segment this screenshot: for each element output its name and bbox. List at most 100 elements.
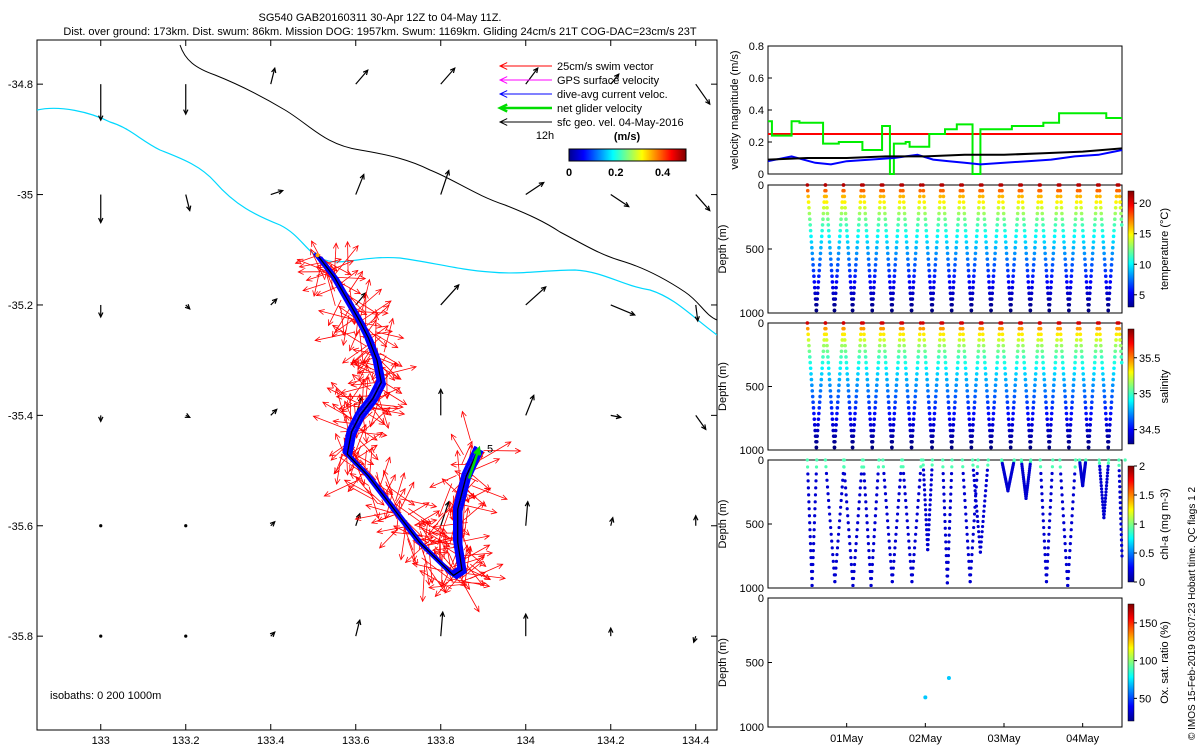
profile-point (991, 411, 996, 416)
chl-point (975, 509, 979, 513)
profile-point (1049, 285, 1053, 290)
chl-point (862, 472, 866, 476)
profile-point (825, 211, 830, 216)
profile-point (1001, 211, 1006, 216)
profile-point (928, 417, 932, 421)
chl-point (883, 485, 887, 489)
profile-point (897, 206, 902, 210)
profile-point (1012, 251, 1017, 256)
swim-vector-head (446, 575, 454, 582)
chl-point (895, 519, 899, 523)
profile-point (873, 406, 877, 410)
profile-point (1060, 349, 1064, 354)
profile-point (1086, 308, 1091, 313)
chl-point (814, 486, 818, 490)
swim-vector-head (362, 360, 370, 367)
swim-vector (335, 388, 347, 422)
profile-point (868, 285, 873, 290)
profile-point (844, 223, 849, 227)
chl-point (922, 483, 926, 487)
profile-point (986, 406, 990, 410)
chl-point (1060, 500, 1065, 504)
chl-point (869, 576, 874, 581)
profile-point (1014, 372, 1018, 376)
profile-point (1080, 360, 1085, 365)
profile-point (1001, 343, 1006, 348)
colorbar-tick-label: 0.5 (1139, 548, 1154, 560)
profile-point (1091, 245, 1095, 250)
chl-point (851, 583, 855, 588)
profile-point (1033, 372, 1038, 376)
swim-vector-head (483, 544, 491, 551)
swim-vector (351, 336, 382, 364)
profile-point (1015, 355, 1020, 359)
profile-point (842, 332, 847, 337)
profile-point (805, 321, 810, 325)
chl-point (1107, 458, 1111, 462)
swim-vector-head (484, 487, 492, 494)
profile-point (995, 355, 1000, 359)
chl-point (946, 553, 951, 558)
profile-point (1012, 389, 1017, 393)
profile-point (954, 245, 959, 250)
profile-point (1117, 332, 1122, 337)
geo-velocity-vector (270, 298, 278, 306)
swim-vector-head (404, 556, 412, 564)
swim-vector (336, 453, 342, 485)
profile-point (956, 355, 961, 359)
swim-vector (412, 563, 444, 572)
profile-point (916, 211, 921, 216)
chl-point (927, 513, 932, 517)
swim-vector-head (362, 292, 369, 299)
profile-point (877, 355, 881, 359)
profile-point (838, 223, 843, 227)
profile-point (1020, 332, 1024, 337)
profile-point (972, 406, 977, 410)
profile-point (853, 406, 858, 410)
profile-point (864, 228, 869, 233)
profile-point (956, 217, 961, 222)
chl-point (907, 539, 911, 543)
chl-point (851, 576, 856, 581)
profile-point (837, 383, 841, 388)
profile-point (1092, 228, 1097, 233)
swim-vector-head (378, 419, 386, 426)
profile-point (1071, 245, 1076, 250)
swim-vector-head (334, 432, 341, 440)
profile-point (990, 423, 995, 427)
profile-point (1002, 217, 1006, 222)
profile-point (937, 349, 941, 354)
swim-vector-head (412, 558, 418, 566)
profile-point (961, 200, 966, 204)
profile-point (1034, 366, 1038, 371)
map-colorbar-tick: 0.4 (655, 167, 671, 179)
chl-point (1105, 471, 1110, 475)
profile-point (902, 211, 907, 216)
profile-point (893, 257, 898, 261)
profile-point (1035, 211, 1040, 216)
profile-point (1050, 268, 1054, 273)
chl-point (891, 566, 895, 570)
profile-point (816, 417, 821, 421)
profile-point (1051, 383, 1056, 388)
swim-vector-head (411, 555, 418, 563)
swim-vector-head (357, 367, 364, 375)
chl-point (1049, 498, 1053, 503)
profile-point (894, 389, 898, 393)
chl-point (1046, 552, 1050, 557)
profile-point (1078, 338, 1083, 342)
profile-point (829, 263, 833, 267)
profile-point (1067, 434, 1072, 438)
chl-point (807, 500, 811, 504)
profile-point (841, 321, 846, 325)
profile-point (818, 251, 823, 256)
chl-point (849, 555, 853, 560)
profile-point (994, 228, 999, 233)
map-ytick-label: -35.4 (8, 410, 33, 422)
profile-point (925, 245, 930, 250)
profile-point (809, 372, 813, 376)
profile-point (1103, 268, 1108, 273)
chl-point (845, 507, 849, 511)
profile-point (901, 200, 906, 204)
chl-point (831, 552, 835, 557)
